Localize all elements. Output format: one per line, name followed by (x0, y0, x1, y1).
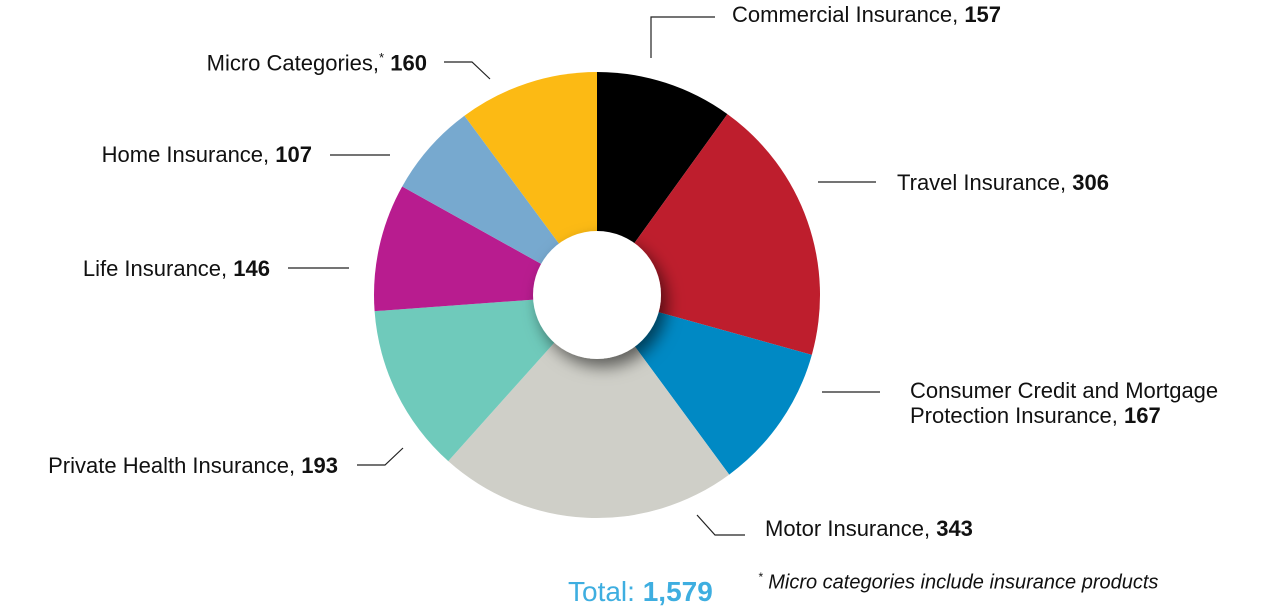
category-name: Micro Categories, (206, 50, 380, 76)
slice-label: Home Insurance, 107 (102, 142, 312, 167)
category-name: Private Health Insurance, (48, 453, 296, 478)
category-name: Commercial Insurance, (732, 2, 959, 27)
value-label: 167 (1124, 403, 1161, 428)
category-name: Life Insurance, (82, 256, 228, 281)
leader-line (357, 447, 404, 466)
donut-hole (533, 231, 661, 359)
leader-line (650, 16, 715, 58)
leader-lines (288, 16, 880, 536)
footnote-text: Micro categories include insurance produ… (768, 571, 1159, 594)
slice-label: Private Health Insurance, 193 (48, 453, 338, 478)
slice-label: Consumer Credit and Mortgage Protection … (910, 378, 1240, 428)
footnote: * Micro categories include insurance pro… (758, 570, 1158, 595)
leader-line (696, 514, 745, 536)
value-label: 160 (390, 50, 427, 76)
slice-label: Micro Categories,* 160 (207, 45, 427, 75)
value-label: 107 (275, 142, 312, 167)
total: Total: 1,579 (568, 576, 713, 608)
footnote-marker: * (379, 50, 385, 65)
slice-label: Commercial Insurance, 157 (732, 2, 1001, 27)
slice-label: Life Insurance, 146 (83, 256, 270, 281)
wedge (402, 115, 597, 295)
category-name: Consumer Credit and Mortgage Protection … (910, 378, 1219, 428)
wedge (597, 72, 728, 295)
wedge (597, 295, 812, 475)
value-label: 306 (1072, 170, 1109, 195)
wedge (464, 72, 597, 295)
value-label: 193 (301, 453, 338, 478)
slice-label: Motor Insurance, 343 (765, 516, 973, 541)
leader-line (444, 61, 491, 80)
wedge (448, 295, 730, 518)
category-name: Travel Insurance, (897, 170, 1067, 195)
footnote-marker: * (758, 570, 763, 584)
category-name: Motor Insurance, (765, 516, 931, 541)
category-name: Home Insurance, (101, 142, 270, 167)
value-label: 157 (964, 2, 1002, 27)
total-label: Total: (568, 576, 635, 607)
value-label: 343 (936, 516, 973, 541)
wedge (374, 295, 597, 462)
slice-label: Travel Insurance, 306 (897, 170, 1109, 195)
value-label: 146 (233, 256, 270, 281)
total-value: 1,579 (642, 576, 713, 607)
